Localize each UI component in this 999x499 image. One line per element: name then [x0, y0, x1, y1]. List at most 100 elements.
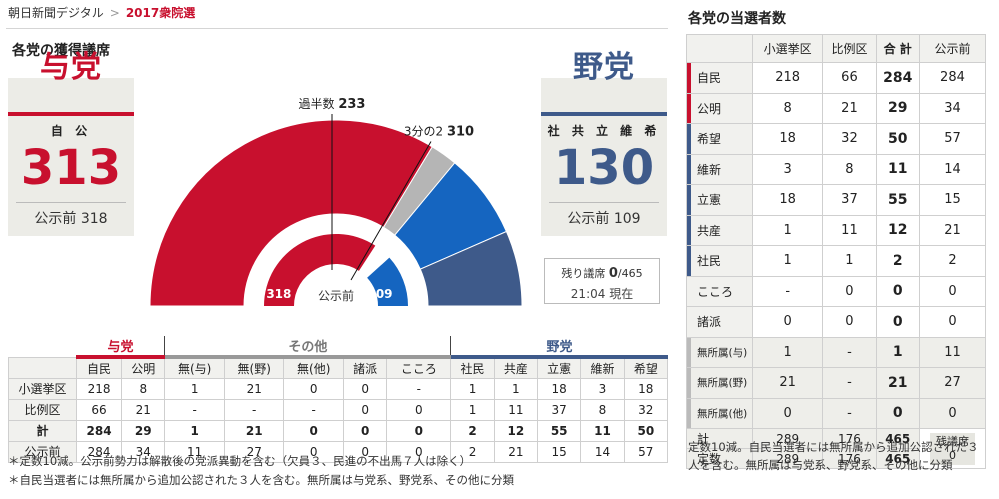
winners-cell: 55: [875, 184, 920, 216]
table-cell: 3: [580, 377, 625, 400]
ruling-bloc-parties: 自 公: [50, 124, 92, 138]
header-divider: [6, 28, 668, 29]
winners-cell: 29: [875, 92, 920, 124]
table-cell: 0: [283, 419, 344, 442]
table-cell: 0: [342, 440, 388, 463]
inner-ring-opposition-label: 109: [367, 287, 392, 301]
winners-cell: 18: [751, 184, 824, 216]
table-cell: 0: [342, 377, 388, 400]
column-header: 立憲: [537, 356, 582, 379]
column-header: 諸派: [342, 356, 388, 379]
table-row: 公示前 284 34 11 27 0 0 0 2 21 15 14 57: [8, 440, 669, 463]
winners-cell: 0: [918, 275, 987, 307]
winners-party-label: 立憲: [686, 184, 753, 216]
seat-hemicycle-chart: 318 109 公示前 過半数 233 3分の2 310: [150, 96, 522, 307]
opposition-bloc-name: 野党: [573, 50, 635, 85]
winners-cell: 2: [918, 245, 987, 277]
winners-cell: 66: [822, 62, 877, 94]
winners-row: こころ -0 0 0: [686, 275, 987, 307]
group-opposition: 野党: [450, 336, 668, 359]
winners-cell: 0: [918, 306, 987, 338]
winners-party-label: 希望: [686, 123, 753, 155]
winners-cell: 11: [875, 153, 920, 185]
winners-column-header: 比例区: [822, 34, 877, 63]
column-header-blank: [8, 356, 77, 379]
winners-cell: 1: [751, 336, 824, 368]
inner-ring-opposition: [367, 257, 408, 306]
winners-row: 自民 218 66 284 284: [686, 62, 987, 94]
winners-row: 無所属(他) 0-0 0: [686, 397, 987, 429]
winners-cell: 21: [918, 214, 987, 246]
winners-header-blank: [686, 34, 753, 63]
breadcrumb: 朝日新聞デジタル >2017衆院選: [8, 4, 195, 21]
table-cell: 21: [223, 377, 285, 400]
winners-cell: 218: [751, 62, 824, 94]
table-cell: 66: [75, 398, 123, 421]
table-cell: 11: [164, 440, 225, 463]
hemicycle-segment-3: [419, 230, 522, 307]
winners-party-label: 無所属(与): [686, 336, 753, 368]
winners-sum-row: 定数 289 176 465: [686, 448, 986, 469]
winners-cell: 18: [751, 123, 824, 155]
opposition-bloc-bar: [541, 112, 667, 116]
winners-footnote: 定数10減。自民当選者には無所属から追加公認された３人を含む。無所属は与党系、野…: [688, 440, 979, 472]
winners-cell: 8: [751, 92, 824, 124]
winners-cell: 34: [918, 92, 987, 124]
breadcrumb-site-link[interactable]: 朝日新聞デジタル: [8, 6, 104, 20]
table-cell: 218: [75, 377, 123, 400]
marker-line-1: [350, 141, 432, 281]
winners-cell: -: [822, 336, 877, 368]
column-header: 公明: [121, 356, 166, 379]
winners-cell: 1: [751, 245, 824, 277]
table-cell: 18: [537, 377, 582, 400]
table-cell: -: [386, 377, 452, 400]
winners-cell: 11: [918, 336, 987, 368]
remaining-seats-of: /465: [617, 267, 643, 280]
column-header-row: 自民 公明 無(与) 無(野) 無(他) 諸派 こころ 社民 共産 立憲 維新 希望: [8, 356, 669, 379]
winners-cell: 1: [822, 245, 877, 277]
winners-sum-cell: 465: [875, 448, 920, 469]
group-ruling: 与党: [76, 336, 165, 359]
winners-cell: 11: [822, 214, 877, 246]
winners-cell: -: [751, 275, 824, 307]
winners-header-row: 小選挙区 比例区合 計公示前: [686, 34, 987, 63]
ruling-bloc-panel: 与党 自 公 313 公示前 318: [8, 50, 134, 236]
table-cell: 14: [580, 440, 625, 463]
footnotes: ＊定数10減。公示前勢力は解散後の党派異動を含む（欠員３、民進の不出馬７人は除く…: [8, 452, 514, 490]
breadcrumb-current[interactable]: 2017衆院選: [125, 6, 196, 20]
opposition-bloc-parties: 社 共 立 維 希: [547, 124, 661, 138]
winners-row: 諸派 0 0 0 0: [686, 306, 987, 338]
opposition-bloc-previous: 公示前 109: [567, 211, 641, 227]
remaining-seats-time: 21:04 現在: [570, 287, 634, 301]
table-cell: 0: [386, 398, 452, 421]
winners-cell: 1: [751, 214, 824, 246]
winners-party-label: 共産: [686, 214, 753, 246]
remaining-seats-line: 残り議席 0/465: [549, 265, 655, 281]
party-breakdown-table: 与党 その他 野党 自民 公明 無(与) 無(野) 無(他) 諸派 こころ 社民 共産 立憲 維新 希望 小選…: [8, 336, 669, 463]
column-header: 共産: [493, 356, 539, 379]
winners-table: 小選挙区 比例区合 計公示前 自民 218 66 284 284 公明 8 21 29 34 希望 18 3…: [686, 34, 987, 469]
winners-cell: 12: [875, 214, 920, 246]
table-cell: 27: [223, 440, 285, 463]
ruling-bloc-name: 与党: [40, 50, 102, 85]
winners-cell: 0: [875, 306, 920, 338]
ruling-bloc-previous: 公示前 318: [34, 211, 108, 227]
vacant-seats-cell: 残議席 0: [918, 428, 987, 469]
ruling-bloc-divider: [16, 202, 126, 203]
table-cell: -: [223, 398, 285, 421]
table-cell: 8: [121, 377, 166, 400]
hemicycle-segment-0: [150, 119, 433, 307]
footnote-line: ＊自民当選者には無所属から追加公認された３人を含む。無所属は与党系、野党系、その…: [8, 473, 514, 487]
table-cell: 284: [75, 419, 123, 442]
winners-party-label: 無所属(野): [686, 367, 753, 399]
table-cell: 21: [493, 440, 539, 463]
winners-cell: 32: [822, 123, 877, 155]
table-cell: 8: [580, 398, 625, 421]
inner-ring-center-label: 公示前: [318, 288, 354, 303]
winners-cell: 284: [918, 62, 987, 94]
winners-party-label: 無所属(他): [686, 397, 753, 429]
table-cell: 21: [223, 419, 285, 442]
winners-cell: 21: [751, 367, 824, 399]
inner-ring-ruling: [264, 234, 376, 306]
table-cell: 1: [493, 377, 539, 400]
